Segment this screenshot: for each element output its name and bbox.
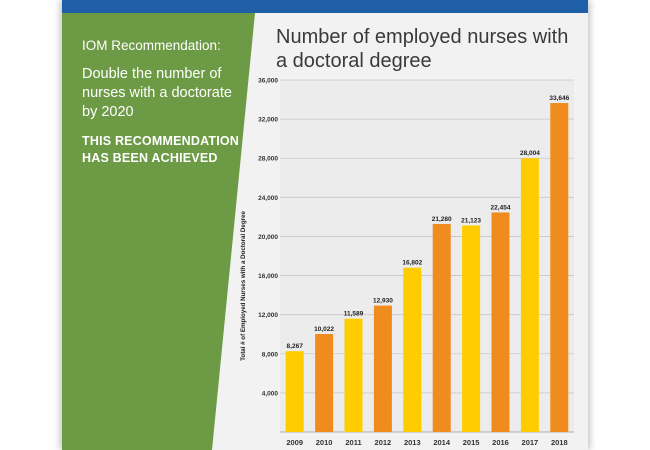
bar (462, 225, 481, 432)
data-label: 8,267 (287, 343, 304, 350)
y-tick-label: 32,000 (258, 117, 278, 124)
data-label: 33,646 (549, 95, 569, 102)
data-label: 22,454 (491, 204, 511, 211)
data-label: 28,004 (520, 150, 540, 157)
data-label: 16,802 (402, 260, 422, 267)
panel-background (62, 13, 255, 450)
infographic-poster: IOM Recommendation: Double the number of… (62, 0, 588, 450)
bar (403, 267, 422, 432)
data-label: 21,123 (461, 217, 481, 224)
bar (315, 334, 334, 432)
bar (520, 158, 539, 432)
chart-area: 4,000 8,000 12,000 16,000 20,000 24,000 28,000… (62, 0, 588, 450)
x-tick-label: 2014 (433, 438, 451, 447)
data-label: 10,022 (314, 326, 334, 333)
recommendation-label: IOM Recommendation: (82, 38, 221, 53)
y-tick-label: 8,000 (262, 351, 279, 358)
bar (491, 212, 510, 432)
y-axis-label: Total # of Employed Nurses with a Doctor… (240, 211, 247, 361)
y-tick-label: 28,000 (258, 156, 278, 163)
recommendation-panel: IOM Recommendation: Double the number of… (62, 13, 262, 450)
y-tick-label: 4,000 (262, 390, 279, 397)
data-label: 11,589 (344, 311, 364, 318)
recommendation-text: Double the number of nurses with a docto… (82, 66, 232, 120)
bar (550, 103, 569, 432)
y-tick-label: 12,000 (258, 312, 278, 319)
x-tick-label: 2018 (551, 438, 568, 447)
bar (285, 351, 304, 432)
bar (432, 223, 451, 432)
chart-title: Number of employed nurses with a doctora… (276, 26, 569, 72)
y-tick-label: 20,000 (258, 234, 278, 241)
y-tick-label: 36,000 (258, 78, 278, 85)
y-tick-label: 24,000 (258, 195, 278, 202)
x-tick-label: 2016 (492, 438, 509, 447)
x-tick-label: 2015 (463, 438, 480, 447)
x-tick-label: 2009 (286, 438, 303, 447)
x-tick-label: 2013 (404, 438, 421, 447)
x-tick-label: 2010 (316, 438, 333, 447)
top-banner (62, 0, 588, 13)
data-label: 21,280 (432, 216, 452, 223)
data-label: 12,930 (373, 298, 393, 305)
bar-chart: 4,000 8,000 12,000 16,000 20,000 24,000 28,000… (240, 78, 574, 447)
bar (344, 318, 363, 432)
x-tick-label: 2012 (375, 438, 392, 447)
bar (373, 305, 392, 432)
x-tick-label: 2011 (345, 438, 361, 447)
y-tick-label: 16,000 (258, 273, 278, 280)
x-tick-label: 2017 (522, 438, 539, 447)
recommendation-status: THIS RECOMMENDATION HAS BEEN ACHIEVED (82, 134, 240, 165)
recommendation-text-block: IOM Recommendation: Double the number of… (82, 37, 247, 167)
